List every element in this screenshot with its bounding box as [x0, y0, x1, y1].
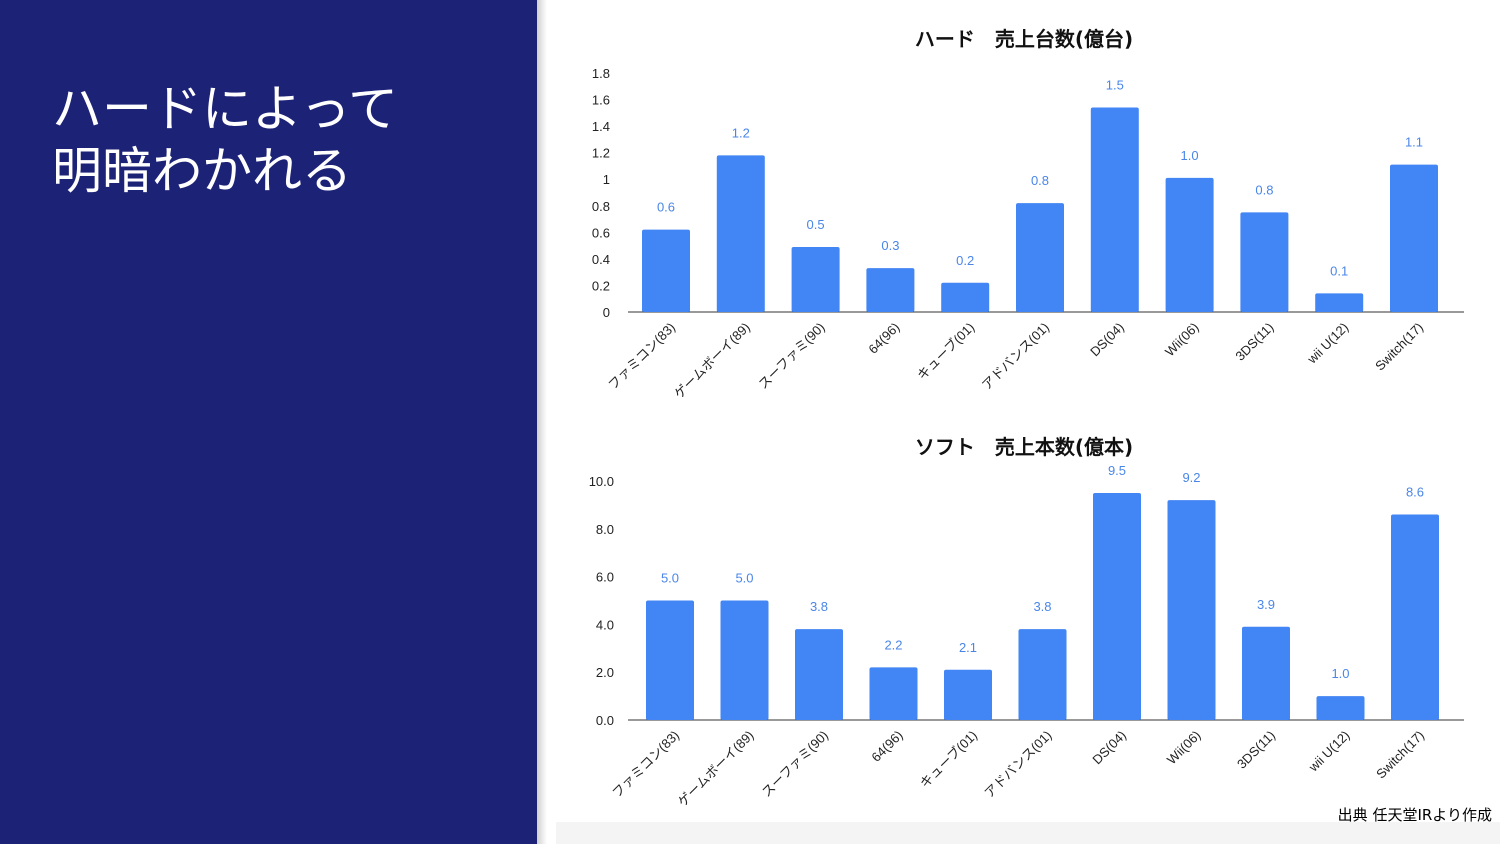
- chart-1-category-label: アドバンス(01): [979, 320, 1052, 393]
- chart-2-y-tick-label: 8.0: [596, 522, 614, 537]
- title-panel: ハードによって 明暗わかれる: [0, 0, 537, 844]
- chart-1-data-label: 0.3: [881, 238, 899, 253]
- chart-2-bar: [1018, 629, 1067, 720]
- chart-2-y-tick-label: 0.0: [596, 713, 614, 728]
- chart-2-data-label: 3.8: [810, 599, 828, 614]
- chart-1-y-tick-label: 1.2: [592, 146, 610, 161]
- chart-1-y-tick-label: 0.6: [592, 225, 610, 240]
- chart-2-category-label: DS(04): [1089, 728, 1129, 768]
- chart-1-bar: [866, 268, 915, 312]
- chart-1-data-label: 0.8: [1255, 182, 1273, 197]
- slide-title-line-1: ハードによって: [52, 80, 398, 138]
- chart-1-title: ハード 売上台数(億台): [915, 27, 1133, 51]
- chart-1-y-tick-label: 1.8: [592, 66, 610, 81]
- chart-1-data-label: 0.5: [807, 217, 825, 232]
- chart-1-bar: [1016, 203, 1064, 312]
- charts-svg: ハード 売上台数(億台) 0 0.2 0.4 0.6 0.8 1 1.2 1.4 1.6 1.8 0.…: [589, 27, 1464, 810]
- chart-1-data-label: 0.6: [657, 200, 675, 215]
- chart-2-category-label: wii U(12): [1305, 728, 1353, 776]
- chart-2-data-label: 3.9: [1257, 597, 1275, 612]
- chart-1-bar: [1165, 177, 1214, 312]
- chart-1-y-tick-label: 1.4: [592, 119, 610, 134]
- chart-2-category-label: Wii(06): [1164, 728, 1204, 768]
- chart-1-data-label: 0.1: [1330, 263, 1348, 278]
- chart-1-category-label: キューブ(01): [914, 320, 977, 383]
- chart-1-bar: [1090, 107, 1139, 313]
- source-note: 出典 任天堂IRより作成: [1337, 806, 1492, 824]
- chart-1-category-label: 64(96): [865, 320, 902, 357]
- chart-2-category-label: 3DS(11): [1234, 728, 1278, 772]
- chart-1-bar: [791, 246, 840, 312]
- chart-1-y-tick-label: 0.4: [592, 252, 610, 267]
- chart-1-bar: [1390, 164, 1438, 312]
- chart-2-category-label: キューブ(01): [917, 728, 980, 791]
- chart-1-category-label: Wii(06): [1162, 320, 1202, 360]
- chart-2-bar: [1242, 626, 1290, 720]
- chart-1-category-label: wii U(12): [1304, 320, 1352, 368]
- chart-2-data-label: 2.1: [959, 640, 977, 655]
- chart-1-category-label: Switch(17): [1372, 320, 1426, 374]
- chart-2-category-label: ゲームボーイ(89): [675, 728, 757, 810]
- chart-1-data-label: 1.0: [1181, 148, 1199, 163]
- chart-2-category-label: ファミコン(83): [609, 728, 682, 801]
- chart-2-bar: [795, 629, 843, 720]
- chart-2-y-tick-label: 10.0: [589, 474, 614, 489]
- chart-2-y-tick-label: 6.0: [596, 570, 614, 585]
- chart-2-data-label: 2.2: [884, 637, 902, 652]
- chart-2-bar: [1316, 696, 1365, 720]
- chart-2-bar: [1167, 500, 1216, 720]
- chart-1-data-label: 0.8: [1031, 173, 1049, 188]
- bottom-strip: [556, 822, 1500, 844]
- panel-shadow: [537, 0, 547, 844]
- chart-2-data-label: 5.0: [661, 571, 679, 586]
- chart-2-bar: [869, 667, 918, 720]
- chart-1-data-label: 1.5: [1106, 78, 1124, 93]
- chart-1-bar: [642, 229, 690, 312]
- chart-1-data-label: 0.2: [956, 253, 974, 268]
- chart-1-bar: [1240, 212, 1289, 312]
- chart-area: ハード 売上台数(億台) 0 0.2 0.4 0.6 0.8 1 1.2 1.4 1.6 1.8 0.…: [556, 0, 1500, 822]
- chart-2-data-label: 1.0: [1331, 666, 1349, 681]
- chart-1-bar: [941, 282, 990, 312]
- chart-1-category-label: DS(04): [1087, 320, 1127, 360]
- chart-2-category-label: 64(96): [868, 728, 905, 765]
- chart-1-category-label: ファミコン(83): [605, 320, 678, 393]
- chart-2-data-label: 9.5: [1108, 463, 1126, 478]
- chart-1-category-label: ゲームボーイ(89): [671, 320, 753, 402]
- chart-2-data-label: 9.2: [1182, 470, 1200, 485]
- chart-2-title: ソフト 売上本数(億本): [915, 435, 1133, 459]
- chart-1-bar: [716, 155, 765, 312]
- slide-title-line-2: 明暗わかれる: [52, 142, 352, 200]
- chart-1-category-label: スーファミ(90): [755, 320, 827, 392]
- chart-1-y-tick-label: 0.8: [592, 199, 610, 214]
- chart-2-y-tick-label: 2.0: [596, 665, 614, 680]
- chart-2-y-tick-label: 4.0: [596, 617, 614, 632]
- chart-2-bar: [720, 600, 769, 720]
- chart-1-y-tick-label: 0: [603, 305, 610, 320]
- slide-title: ハードによって 明暗わかれる: [52, 78, 522, 202]
- chart-1-data-label: 1.2: [732, 125, 750, 140]
- chart-2-data-label: 5.0: [735, 571, 753, 586]
- chart-2-category-label: アドバンス(01): [981, 728, 1054, 801]
- chart-1-y-tick-label: 1: [603, 172, 610, 187]
- chart-2-bar: [1093, 492, 1141, 720]
- chart-1-y-tick-label: 1.6: [592, 93, 610, 108]
- chart-1-category-label: 3DS(11): [1232, 320, 1276, 364]
- chart-2-bar: [944, 669, 992, 720]
- chart-2-bar: [646, 600, 694, 720]
- chart-1-bar: [1315, 293, 1364, 312]
- chart-2-category-label: スーファミ(90): [759, 728, 831, 800]
- chart-2-data-label: 8.6: [1406, 484, 1424, 499]
- chart-2-category-label: Switch(17): [1373, 728, 1427, 782]
- chart-2-bar: [1391, 514, 1439, 720]
- chart-1-data-label: 1.1: [1405, 135, 1423, 150]
- chart-1-y-tick-label: 0.2: [592, 278, 610, 293]
- chart-2-data-label: 3.8: [1033, 599, 1051, 614]
